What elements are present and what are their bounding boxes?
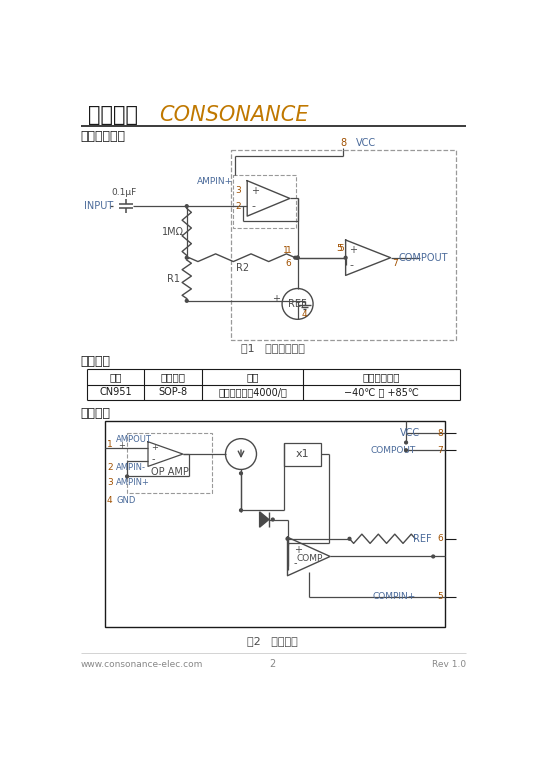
- Text: 5: 5: [336, 244, 342, 253]
- Bar: [231, 150, 456, 340]
- Text: 2: 2: [270, 659, 276, 669]
- Text: 7: 7: [392, 260, 398, 268]
- Text: 图1   典型应用电路: 图1 典型应用电路: [241, 343, 305, 353]
- Text: AMPOUT: AMPOUT: [116, 435, 152, 444]
- Text: COMPIN+: COMPIN+: [373, 592, 416, 601]
- Text: 5: 5: [438, 592, 443, 601]
- Text: 工作温度范围: 工作温度范围: [362, 372, 400, 382]
- Text: -: -: [350, 260, 353, 270]
- Text: REF: REF: [288, 299, 307, 309]
- Circle shape: [185, 257, 188, 259]
- Text: www.consonance-elec.com: www.consonance-elec.com: [80, 660, 203, 669]
- Text: 7: 7: [438, 445, 443, 455]
- Text: 编带，盘装，4000/盘: 编带，盘装，4000/盘: [218, 388, 287, 398]
- Circle shape: [296, 257, 299, 259]
- Bar: [284, 442, 321, 465]
- Circle shape: [296, 257, 299, 259]
- Text: 8: 8: [341, 137, 347, 147]
- Circle shape: [240, 509, 243, 511]
- Bar: [127, 433, 212, 492]
- Circle shape: [294, 257, 297, 259]
- Circle shape: [296, 257, 299, 259]
- Text: 2: 2: [107, 462, 112, 472]
- Text: -: -: [251, 201, 255, 211]
- Text: 1: 1: [107, 440, 112, 449]
- Circle shape: [286, 538, 289, 540]
- Text: -: -: [151, 455, 155, 465]
- Text: 2: 2: [236, 202, 241, 210]
- Text: 4: 4: [302, 310, 308, 319]
- Circle shape: [405, 449, 407, 452]
- Text: 6: 6: [286, 260, 292, 268]
- Text: x1: x1: [295, 449, 309, 459]
- Circle shape: [432, 555, 434, 558]
- Text: +: +: [151, 443, 158, 452]
- Bar: [233, 174, 296, 227]
- Text: 典型应用电路: 典型应用电路: [80, 131, 126, 144]
- Circle shape: [344, 257, 347, 259]
- Text: 原理框图: 原理框图: [80, 407, 110, 420]
- Text: 0.1μF: 0.1μF: [111, 187, 136, 197]
- Text: 包装: 包装: [246, 372, 259, 382]
- Text: VCC: VCC: [356, 137, 376, 147]
- Text: AMPIN-: AMPIN-: [116, 462, 146, 472]
- Text: GND: GND: [116, 496, 135, 505]
- Circle shape: [126, 475, 128, 478]
- Text: 1: 1: [286, 247, 292, 255]
- Circle shape: [405, 441, 407, 444]
- Text: −40℃ 到 +85℃: −40℃ 到 +85℃: [344, 388, 419, 398]
- Text: +: +: [294, 545, 302, 555]
- Text: COMP: COMP: [297, 554, 323, 562]
- Text: Rev 1.0: Rev 1.0: [432, 660, 466, 669]
- Text: CONSONANCE: CONSONANCE: [159, 105, 309, 125]
- Circle shape: [271, 518, 274, 521]
- Circle shape: [348, 538, 351, 540]
- Text: 封装形式: 封装形式: [160, 372, 185, 382]
- Text: OP AMP: OP AMP: [151, 467, 189, 477]
- Text: +: +: [251, 186, 259, 196]
- Polygon shape: [260, 511, 269, 527]
- Text: 3: 3: [236, 186, 241, 195]
- Text: 8: 8: [438, 429, 443, 438]
- Text: +: +: [118, 441, 125, 450]
- Text: 如韵电子: 如韵电子: [88, 105, 139, 125]
- Text: AMPIN+: AMPIN+: [116, 478, 150, 487]
- Text: 5: 5: [338, 244, 344, 253]
- Text: 型号: 型号: [109, 372, 122, 382]
- Text: R2: R2: [236, 263, 249, 273]
- Text: +: +: [350, 245, 358, 255]
- Text: INPUT: INPUT: [84, 201, 113, 211]
- Bar: [106, 421, 445, 627]
- Text: -: -: [294, 558, 297, 568]
- Text: VCC: VCC: [400, 429, 420, 439]
- Text: R1: R1: [167, 274, 180, 284]
- Circle shape: [185, 300, 188, 303]
- Text: COMPOUT: COMPOUT: [371, 445, 416, 455]
- Circle shape: [240, 472, 243, 475]
- Text: +: +: [272, 294, 280, 304]
- Text: 订购信息: 订购信息: [80, 355, 110, 368]
- Circle shape: [185, 205, 188, 207]
- Text: 1: 1: [284, 247, 289, 255]
- Text: 图2   原理框图: 图2 原理框图: [247, 636, 298, 646]
- Text: REF: REF: [413, 534, 432, 544]
- Text: 6: 6: [438, 535, 443, 543]
- Text: SOP-8: SOP-8: [159, 388, 188, 398]
- Text: AMPIN+: AMPIN+: [197, 177, 233, 186]
- Text: COMPOUT: COMPOUT: [398, 253, 448, 263]
- Text: 4: 4: [107, 496, 112, 505]
- Text: 1MΩ: 1MΩ: [162, 227, 184, 237]
- Text: CN951: CN951: [99, 388, 132, 398]
- Text: 3: 3: [107, 478, 112, 487]
